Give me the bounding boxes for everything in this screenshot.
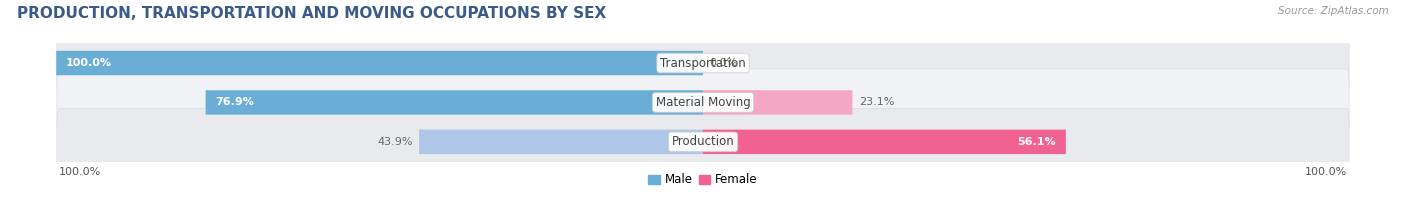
Text: 0.0%: 0.0% [710, 58, 738, 68]
FancyBboxPatch shape [205, 90, 703, 115]
Legend: Male, Female: Male, Female [644, 169, 762, 191]
Text: 100.0%: 100.0% [66, 58, 112, 68]
Text: Source: ZipAtlas.com: Source: ZipAtlas.com [1278, 6, 1389, 16]
FancyBboxPatch shape [56, 51, 703, 75]
Text: Material Moving: Material Moving [655, 96, 751, 109]
Text: 100.0%: 100.0% [1305, 167, 1347, 177]
FancyBboxPatch shape [419, 130, 703, 154]
FancyBboxPatch shape [703, 90, 852, 115]
FancyBboxPatch shape [56, 108, 1350, 175]
Text: 23.1%: 23.1% [859, 98, 894, 107]
Text: 76.9%: 76.9% [215, 98, 254, 107]
FancyBboxPatch shape [56, 30, 1350, 97]
Text: 43.9%: 43.9% [377, 137, 412, 147]
FancyBboxPatch shape [703, 130, 1066, 154]
Text: PRODUCTION, TRANSPORTATION AND MOVING OCCUPATIONS BY SEX: PRODUCTION, TRANSPORTATION AND MOVING OC… [17, 6, 606, 21]
Text: Production: Production [672, 135, 734, 148]
FancyBboxPatch shape [56, 69, 1350, 136]
Text: 100.0%: 100.0% [59, 167, 101, 177]
Text: 56.1%: 56.1% [1018, 137, 1056, 147]
Text: Transportation: Transportation [661, 57, 745, 70]
